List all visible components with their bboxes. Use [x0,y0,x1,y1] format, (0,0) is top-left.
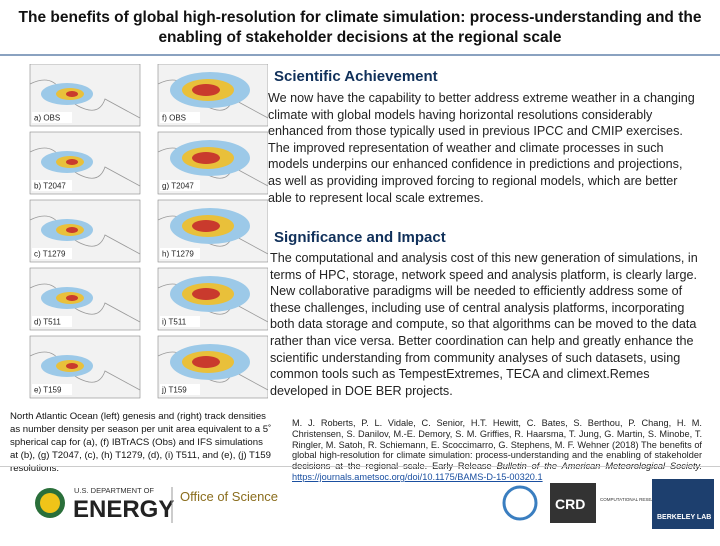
title-rule [0,54,720,56]
lab-box [652,479,714,529]
reference-link[interactable]: https://journals.ametsoc.org/doi/10.1175… [292,471,543,482]
panel-label-box [160,180,200,191]
crd: CRD [555,496,585,512]
density-blob [192,152,220,164]
panel-label-box [32,112,72,123]
logo-ring [502,485,538,521]
panel-label: a) OBS [34,114,60,123]
density-blob [66,363,78,369]
doe-seal-inner [40,493,60,513]
panel-label-box [160,316,200,327]
panel-label: f) OBS [162,114,186,123]
crd-name: COMPUTATIONAL RESEARCH DIVISION [600,497,685,502]
panel-label: g) T2047 [162,182,194,191]
panel-label-box [160,112,200,123]
panel-label-box [160,384,200,395]
panel-label: i) T511 [162,318,187,327]
panel-label-box [32,316,72,327]
footer: U.S. DEPARTMENT OF ENERGY Office of Scie… [0,466,720,541]
panel-label: b) T2047 [34,182,66,191]
panel-label-box [32,384,72,395]
crd-box [550,483,596,523]
density-blob [192,220,220,232]
panel-label: e) T159 [34,386,62,395]
title: The benefits of global high-resolution f… [18,9,702,46]
density-blob [66,295,78,301]
doe-main: ENERGY [73,496,174,523]
figure-caption: North Atlantic Ocean (left) genesis and … [10,411,272,474]
density-blob [192,288,220,300]
density-blob [66,159,78,165]
section-heading: Scientific Achievement [274,68,438,85]
section-body: We now have the capability to better add… [268,91,695,205]
density-blob [66,91,78,97]
panel-label-box [32,248,72,259]
figure-maps: a) OBS f) OBS b) T2047 g) T2047 c) T1279 h) T… [29,64,268,399]
office: Office of Science [180,489,278,504]
panel-label-box [32,180,72,191]
footer-logos: U.S. DEPARTMENT OF ENERGY Office of Scie… [35,479,714,529]
density-blob [66,227,78,233]
section-body: The computational and analysis cost of t… [270,251,698,398]
lab: BERKELEY LAB [657,514,711,521]
density-blob [192,84,220,96]
section-heading: Significance and Impact [274,229,446,246]
doe-top: U.S. DEPARTMENT OF [74,486,154,495]
density-blob [192,356,220,368]
panel-label: j) T159 [161,386,187,395]
panel-label-box [160,248,200,259]
panel-label: c) T1279 [34,250,66,259]
panel-label: d) T511 [34,318,61,327]
panel-label: h) T1279 [162,250,194,259]
